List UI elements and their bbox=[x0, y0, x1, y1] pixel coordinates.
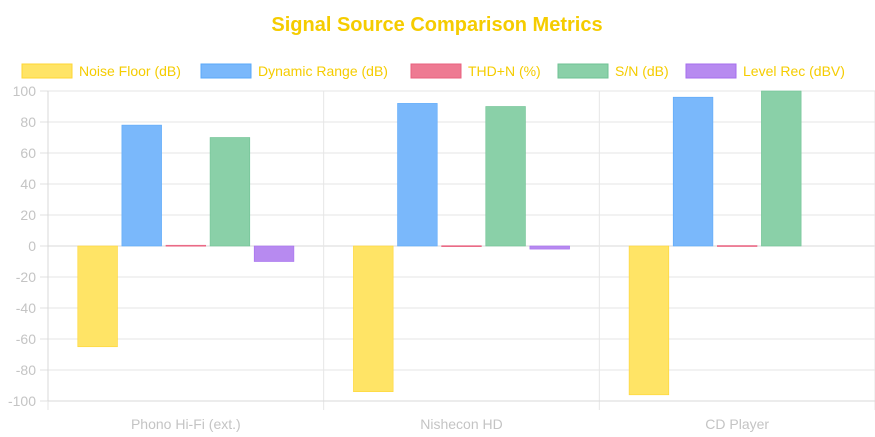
y-tick-label: 80 bbox=[20, 114, 36, 130]
legend-swatch bbox=[557, 63, 609, 79]
bar[interactable] bbox=[209, 137, 251, 247]
x-axis-ticks: Phono Hi-Fi (ext.) Nishecon HD CD Player bbox=[131, 416, 769, 432]
bar[interactable] bbox=[761, 90, 802, 247]
bar[interactable] bbox=[485, 106, 526, 247]
legend-item[interactable]: Noise Floor (dB) bbox=[21, 63, 181, 79]
bar[interactable] bbox=[77, 245, 118, 348]
bar[interactable] bbox=[253, 245, 295, 262]
bar[interactable] bbox=[165, 244, 206, 247]
y-tick-label: 0 bbox=[28, 238, 36, 254]
y-tick-label: 100 bbox=[13, 83, 37, 99]
x-tick-label: Nishecon HD bbox=[420, 416, 502, 432]
y-tick-label: 20 bbox=[20, 207, 36, 223]
bar[interactable] bbox=[353, 245, 394, 392]
legend-label: Dynamic Range (dB) bbox=[258, 63, 388, 79]
chart-axes bbox=[47, 91, 875, 402]
legend-item[interactable]: Level Rec (dBV) bbox=[685, 63, 845, 79]
bar[interactable] bbox=[397, 103, 438, 247]
legend-swatch bbox=[200, 63, 252, 79]
bar[interactable] bbox=[441, 245, 482, 247]
legend-item[interactable]: THD+N (%) bbox=[410, 63, 541, 79]
y-tick-label: -80 bbox=[16, 362, 36, 378]
bar[interactable] bbox=[529, 245, 570, 250]
y-tick-label: -60 bbox=[16, 331, 36, 347]
legend-label: Noise Floor (dB) bbox=[79, 63, 181, 79]
chart-grid bbox=[40, 90, 875, 410]
bar[interactable] bbox=[672, 96, 714, 247]
y-axis-ticks: 100 80 60 40 20 0 -20 -40 -60 -80 -100 bbox=[8, 83, 36, 409]
bar[interactable] bbox=[717, 245, 758, 247]
legend-label: THD+N (%) bbox=[468, 63, 541, 79]
y-tick-label: -20 bbox=[16, 269, 36, 285]
y-tick-label: 60 bbox=[20, 145, 36, 161]
legend-swatch bbox=[685, 63, 737, 79]
legend-label: S/N (dB) bbox=[615, 63, 669, 79]
y-tick-label: -40 bbox=[16, 300, 36, 316]
x-tick-label: Phono Hi-Fi (ext.) bbox=[131, 416, 241, 432]
legend-item[interactable]: S/N (dB) bbox=[557, 63, 669, 79]
x-tick-label: CD Player bbox=[705, 416, 769, 432]
legend-swatch bbox=[410, 63, 462, 79]
chart-legend: Noise Floor (dB) Dynamic Range (dB) THD+N … bbox=[21, 63, 845, 79]
y-tick-label: 40 bbox=[20, 176, 36, 192]
bar[interactable] bbox=[628, 245, 670, 396]
legend-swatch bbox=[21, 63, 73, 79]
legend-label: Level Rec (dBV) bbox=[743, 63, 845, 79]
bar[interactable] bbox=[121, 124, 162, 247]
chart-title: Signal Source Comparison Metrics bbox=[271, 14, 602, 36]
y-tick-label: -100 bbox=[8, 393, 36, 409]
chart-bars bbox=[77, 90, 802, 396]
legend-item[interactable]: Dynamic Range (dB) bbox=[200, 63, 388, 79]
